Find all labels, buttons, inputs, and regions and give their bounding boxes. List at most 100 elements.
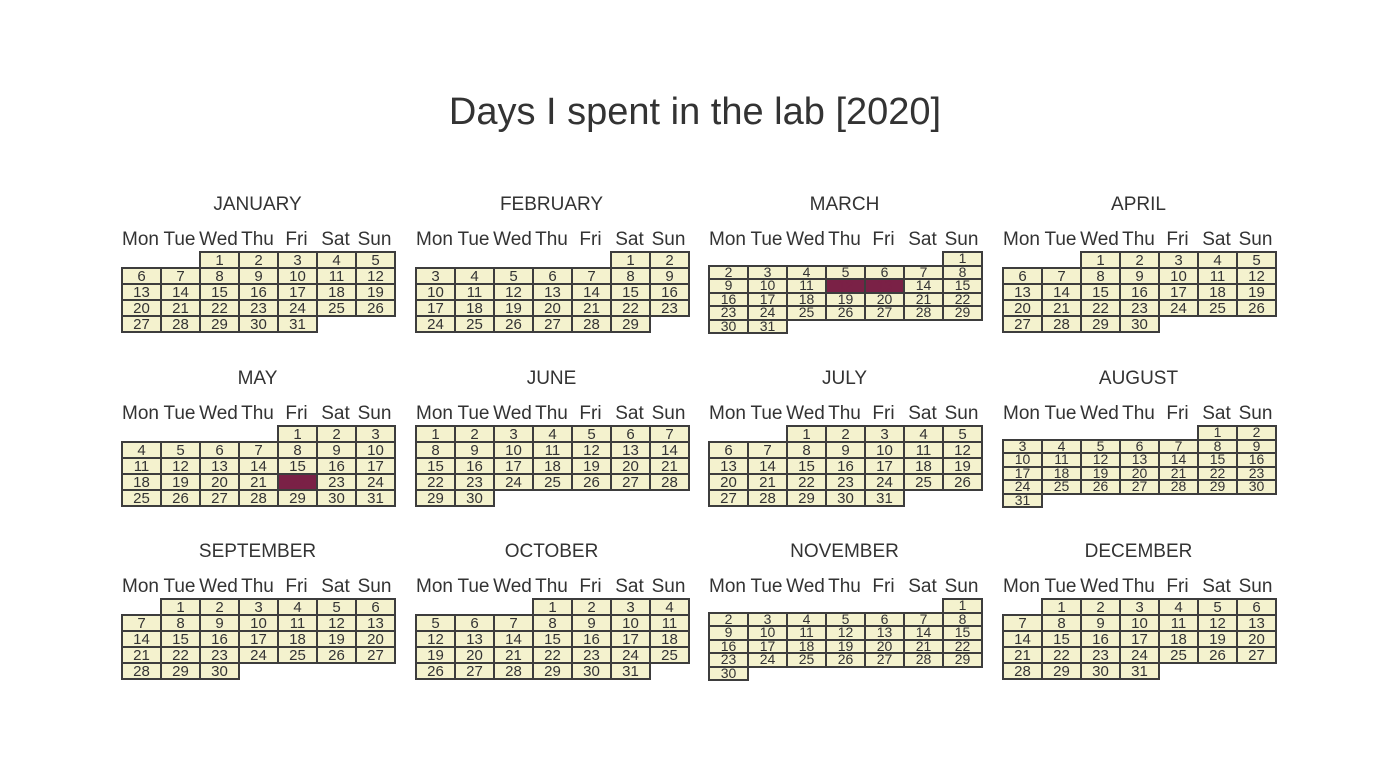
weekday-label: Tue — [457, 403, 490, 424]
weekday-label: Sat — [1202, 229, 1231, 250]
day-cell: 26 — [1236, 299, 1277, 317]
day-cell: 29 — [1080, 315, 1121, 333]
day-cell: 25 — [1041, 479, 1082, 495]
day-cell: 29 — [1041, 662, 1082, 680]
day-cell: 19 — [493, 299, 534, 317]
day-cell: 28 — [1158, 479, 1199, 495]
month-name: MARCH — [809, 194, 880, 215]
weekday-label: Mon — [416, 229, 453, 250]
day-cell: 27 — [864, 305, 905, 321]
weekday-label: Tue — [1044, 576, 1077, 597]
weekday-label: Wed — [786, 576, 825, 597]
day-cell: 31 — [747, 318, 788, 334]
weekday-label: Sat — [1202, 576, 1231, 597]
weekday-label: Fri — [579, 403, 602, 424]
weekday-label: Sun — [651, 403, 686, 424]
weekday-label: Fri — [872, 576, 895, 597]
day-cell: 30 — [708, 318, 749, 334]
day-cell: 26 — [415, 662, 456, 680]
day-cell: 24 — [1158, 299, 1199, 317]
day-cell: 25 — [786, 305, 827, 321]
weekday-label: Mon — [1003, 229, 1040, 250]
weekday-label: Sun — [944, 576, 979, 597]
weekday-label: Wed — [493, 229, 532, 250]
weekday-label: Thu — [241, 229, 274, 250]
day-cell: 27 — [708, 489, 749, 507]
day-cell: 26 — [493, 315, 534, 333]
day-cell: 21 — [160, 299, 201, 317]
day-cell: 29 — [277, 489, 318, 507]
day-cell: 25 — [1197, 299, 1238, 317]
day-cell: 27 — [199, 489, 240, 507]
weekday-label: Tue — [1044, 229, 1077, 250]
day-cell: 26 — [825, 305, 866, 321]
weekday-label: Fri — [1166, 403, 1189, 424]
day-cell: 29 — [610, 315, 651, 333]
day-cell: 25 — [121, 489, 162, 507]
weekday-label: Fri — [285, 576, 308, 597]
weekday-label: Fri — [285, 229, 308, 250]
day-cell: 28 — [1041, 315, 1082, 333]
day-cell: 24 — [493, 473, 534, 491]
day-cell: 26 — [355, 299, 396, 317]
day-cell: 26 — [1080, 479, 1121, 495]
day-cell: 27 — [1002, 315, 1043, 333]
weekday-label: Sat — [615, 576, 644, 597]
day-cell: 27 — [1119, 479, 1160, 495]
day-cell: 26 — [160, 489, 201, 507]
day-cell: 27 — [454, 662, 495, 680]
day-cell: 29 — [1197, 479, 1238, 495]
weekday-label: Tue — [163, 403, 196, 424]
day-cell: 21 — [649, 457, 690, 475]
day-cell: 25 — [786, 652, 827, 668]
weekday-label: Thu — [828, 576, 861, 597]
day-cell: 24 — [610, 646, 651, 664]
month-name: NOVEMBER — [790, 541, 899, 562]
weekday-label: Tue — [457, 576, 490, 597]
weekday-label: Sat — [615, 403, 644, 424]
weekday-label: Wed — [1080, 403, 1119, 424]
day-cell: 13 — [1236, 614, 1277, 632]
day-cell: 17 — [864, 457, 905, 475]
day-cell: 29 — [942, 652, 983, 668]
weekday-label: Fri — [579, 576, 602, 597]
month-name: OCTOBER — [504, 541, 599, 562]
weekday-label: Fri — [285, 403, 308, 424]
day-cell: 25 — [649, 646, 690, 664]
weekday-label: Sat — [908, 229, 937, 250]
day-cell: 24 — [1119, 646, 1160, 664]
weekday-label: Mon — [1003, 576, 1040, 597]
day-cell: 16 — [825, 457, 866, 475]
day-cell: 30 — [454, 489, 495, 507]
month-name: DECEMBER — [1084, 541, 1193, 562]
weekday-label: Mon — [709, 576, 746, 597]
day-cell: 18 — [532, 457, 573, 475]
day-cell: 28 — [903, 652, 944, 668]
day-cell: 24 — [747, 652, 788, 668]
weekday-label: Wed — [199, 229, 238, 250]
day-cell: 15 — [532, 630, 573, 648]
day-cell: 6 — [1236, 598, 1277, 616]
day-cell: 16 — [1080, 630, 1121, 648]
day-cell: 30 — [1080, 662, 1121, 680]
weekday-label: Sat — [908, 576, 937, 597]
day-cell: 31 — [1002, 492, 1043, 508]
day-cell: 27 — [121, 315, 162, 333]
weekday-label: Tue — [1044, 403, 1077, 424]
day-cell: 27 — [610, 473, 651, 491]
weekday-label: Mon — [416, 576, 453, 597]
weekday-label: Sat — [1202, 403, 1231, 424]
day-cell: 28 — [1002, 662, 1043, 680]
weekday-label: Thu — [828, 403, 861, 424]
weekday-label: Tue — [750, 403, 783, 424]
day-cell: 28 — [649, 473, 690, 491]
weekday-label: Sun — [651, 229, 686, 250]
weekday-label: Wed — [1080, 229, 1119, 250]
weekday-label: Sat — [321, 229, 350, 250]
day-cell: 30 — [199, 662, 240, 680]
weekday-label: Thu — [1122, 403, 1155, 424]
weekday-label: Fri — [1166, 576, 1189, 597]
day-cell: 28 — [571, 315, 612, 333]
weekday-label: Thu — [535, 403, 568, 424]
weekday-label: Thu — [535, 229, 568, 250]
